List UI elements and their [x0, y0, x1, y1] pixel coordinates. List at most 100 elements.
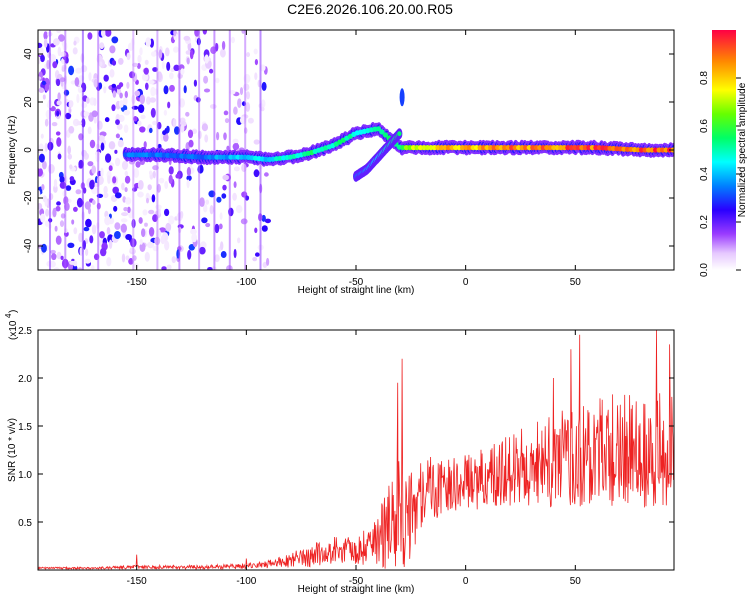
noise-cell — [204, 54, 209, 64]
noise-cell — [117, 139, 124, 148]
noise-cell — [247, 117, 254, 124]
noise-cell — [99, 42, 105, 50]
noise-cell — [92, 199, 96, 205]
noise-cell — [74, 77, 80, 87]
noise-cell — [119, 100, 124, 108]
noise-cell — [183, 85, 187, 94]
noise-cell — [67, 145, 71, 155]
noise-cell — [69, 100, 74, 108]
noise-cell — [164, 208, 170, 217]
noise-cell — [111, 36, 119, 44]
noise-cell — [220, 48, 226, 58]
noise-cell — [91, 165, 96, 174]
noise-cell — [114, 192, 122, 199]
noise-cell — [82, 111, 90, 117]
noise-cell — [56, 137, 62, 147]
noise-cell — [186, 57, 190, 65]
ridge-core — [375, 126, 381, 132]
y-tick-label: -20 — [23, 190, 34, 205]
noise-cell — [120, 223, 128, 233]
noise-cell — [125, 234, 132, 240]
noise-streak — [259, 30, 262, 270]
noise-cell — [157, 143, 162, 149]
noise-cell — [147, 241, 154, 249]
noise-cell — [144, 222, 148, 227]
noise-cell — [149, 97, 156, 103]
noise-cell — [253, 169, 260, 178]
noise-cell — [186, 179, 190, 189]
noise-cell — [261, 81, 267, 91]
noise-cell — [143, 67, 149, 75]
noise-cell — [241, 30, 245, 34]
noise-cell — [100, 167, 104, 178]
y-tick-label: 20 — [23, 96, 34, 108]
noise-cell — [203, 88, 211, 93]
noise-cell — [121, 212, 129, 217]
noise-cell — [162, 130, 167, 136]
noise-cell — [158, 177, 165, 184]
noise-cell — [122, 196, 126, 203]
noise-streak — [49, 30, 51, 270]
noise-cell — [55, 235, 62, 245]
noise-cell — [53, 184, 58, 193]
x-tick-label: 50 — [570, 576, 582, 587]
noise-cell — [106, 227, 111, 235]
noise-cell — [254, 227, 258, 234]
noise-cell — [254, 59, 258, 66]
ridge-core — [445, 145, 452, 151]
y-tick-label: -40 — [23, 238, 34, 253]
ridge-core — [484, 145, 490, 151]
noise-cell — [123, 109, 131, 116]
noise-cell — [50, 249, 56, 255]
noise-cell — [87, 161, 94, 167]
noise-cell — [133, 168, 140, 178]
noise-cell — [174, 126, 180, 135]
snr-x-label: Height of straight line (km) — [298, 584, 415, 595]
noise-streak — [64, 30, 67, 270]
noise-cell — [120, 218, 128, 223]
noise-cell — [187, 249, 192, 260]
noise-cell — [111, 104, 116, 112]
noise-cell — [58, 34, 65, 42]
noise-cell — [159, 227, 166, 233]
noise-cell — [230, 36, 235, 44]
noise-cell — [183, 35, 191, 41]
noise-cell — [253, 139, 260, 145]
noise-cell — [166, 61, 171, 71]
noise-cell — [151, 51, 157, 57]
noise-streak — [198, 30, 201, 270]
noise-cell — [224, 118, 230, 124]
snr-y-scale-close: ) — [8, 310, 19, 313]
noise-cell — [42, 160, 47, 170]
noise-cell — [137, 54, 142, 64]
noise-cell — [51, 253, 57, 261]
noise-cell — [233, 166, 240, 172]
noise-cell — [233, 106, 238, 115]
noise-cell — [108, 239, 113, 249]
noise-cell — [123, 207, 128, 212]
y-tick-label: 40 — [23, 48, 34, 60]
noise-cell — [171, 256, 176, 264]
spectrogram-spike — [399, 88, 405, 107]
noise-cell — [84, 258, 91, 264]
noise-cell — [47, 164, 55, 174]
noise-cell — [103, 192, 109, 199]
noise-cell — [65, 112, 72, 120]
noise-cell — [163, 85, 169, 95]
noise-cell — [201, 123, 208, 132]
noise-cell — [59, 220, 65, 228]
noise-cell — [114, 222, 121, 230]
colorbar: 0.0 0.2 0.4 0.6 0.8 Normalized spectral ampl… — [699, 30, 748, 277]
noise-cell — [109, 69, 115, 78]
noise-cell — [116, 87, 122, 95]
noise-cell — [204, 134, 209, 143]
noise-cell — [41, 243, 47, 253]
noise-cell — [124, 90, 128, 99]
noise-cell — [139, 242, 146, 252]
noise-cell — [145, 192, 150, 200]
noise-cell — [118, 57, 124, 65]
noise-cell — [207, 267, 213, 270]
colorbar-tick-label: 0.8 — [699, 71, 710, 85]
noise-cell — [144, 251, 150, 262]
noise-cell — [116, 123, 123, 130]
